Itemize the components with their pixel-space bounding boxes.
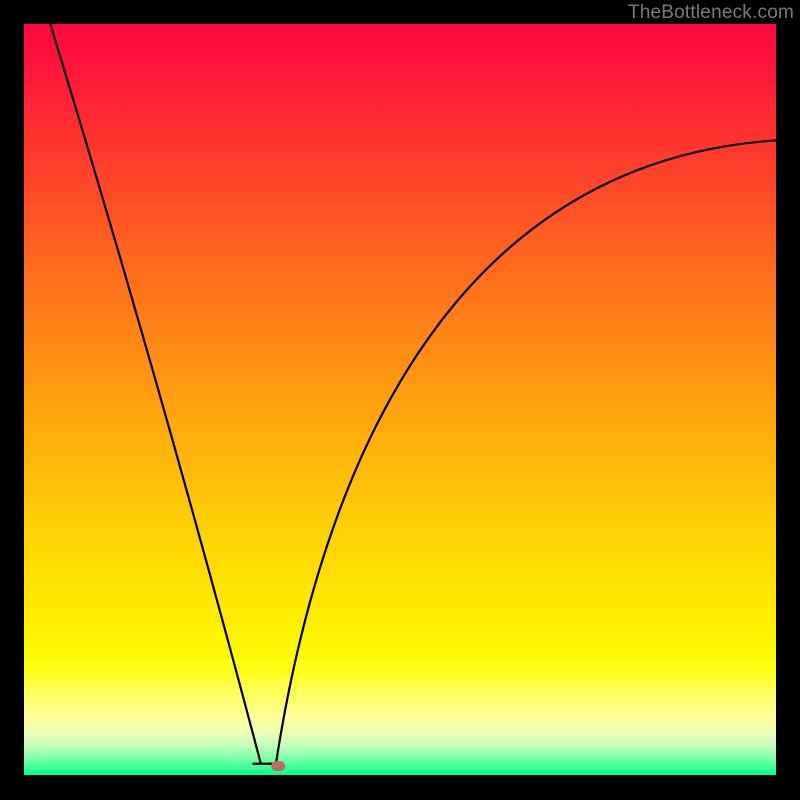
bottleneck-chart xyxy=(0,0,800,800)
optimal-point-marker xyxy=(271,761,285,771)
chart-container: TheBottleneck.com xyxy=(0,0,800,800)
watermark-text: TheBottleneck.com xyxy=(628,2,794,24)
plot-area-background xyxy=(24,24,776,775)
